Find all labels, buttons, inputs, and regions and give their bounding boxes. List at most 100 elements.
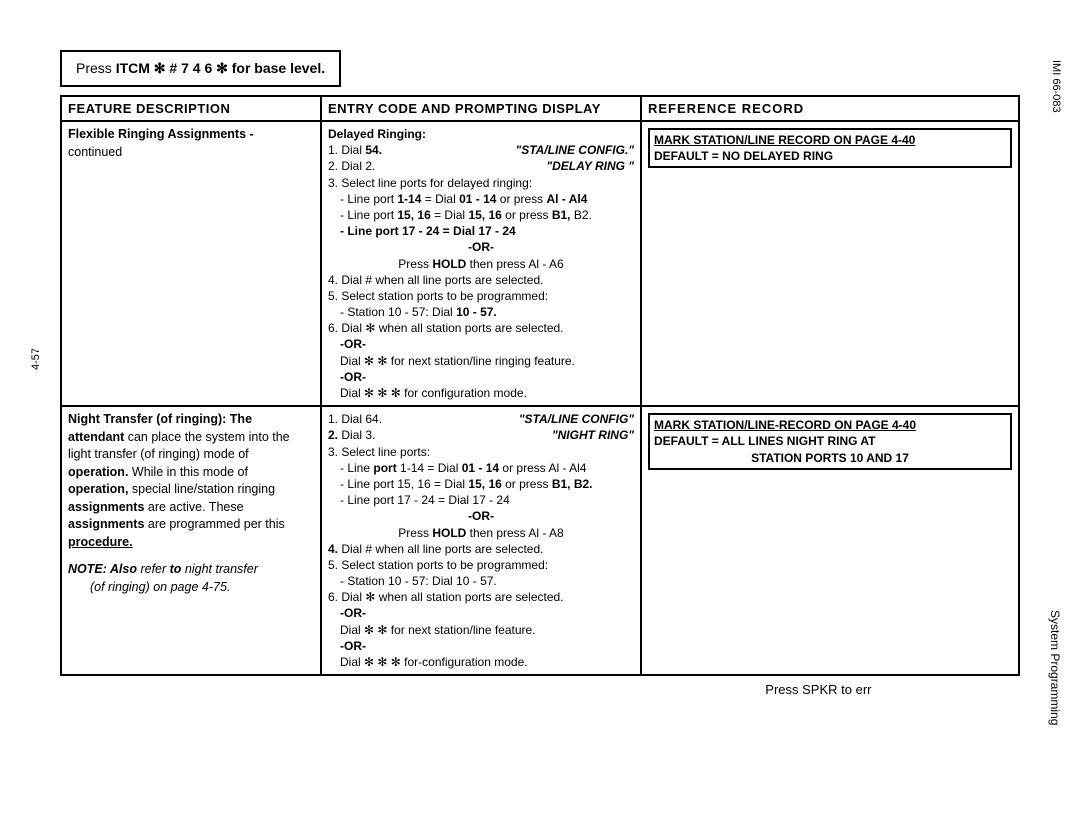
r1s5a-b: 10 - 57. — [456, 305, 497, 319]
r1s5a-pre: - Station 10 - 57: Dial — [340, 305, 456, 319]
r2s6: 6. Dial ✻ when all station ports are sel… — [328, 589, 634, 605]
r2s8: Dial ✻ ✻ ✻ for-configuration mode. — [328, 654, 634, 670]
r2s3c: - Line port 17 - 24 = Dial 17 - 24 — [328, 492, 634, 508]
r1s2r: "DELAY RING " — [546, 158, 634, 174]
r1s3a-b3: Al - Al4 — [546, 192, 587, 206]
r1s8: Dial ✻ ✻ ✻ for configuration mode. — [328, 385, 634, 401]
r1s6: 6. Dial ✻ when all station ports are sel… — [328, 320, 634, 336]
r2s4t: Dial # when all line ports are selected. — [338, 542, 543, 556]
ref2-def2: STATION PORTS 10 AND 17 — [654, 450, 1006, 466]
r1s3b-b1: 15, 16 — [397, 208, 430, 222]
hdr-feature: FEATURE DESCRIPTION — [61, 96, 321, 121]
base-itcm: ITCM — [116, 60, 150, 76]
r1s3b-post: or press — [502, 208, 552, 222]
r2note-t2: night transfer — [181, 562, 257, 576]
r2s3a-pre: - Line — [340, 461, 373, 475]
ref-cell-1: MARK STATION/LINE RECORD ON PAGE 4-40 DE… — [641, 121, 1019, 406]
r1or2: -OR- — [328, 336, 634, 352]
r1s3b-b2: 15, 16 — [468, 208, 501, 222]
r2f1a: Night Transfer (of ringing): The — [68, 412, 252, 426]
r2f3a: operation. — [68, 465, 128, 479]
r2f3b: While in this mode of — [128, 465, 248, 479]
r2s2r: "NIGHT RING" — [552, 427, 634, 443]
r2s3a-post: or press Al - Al4 — [499, 461, 586, 475]
r2s3b-post: or press — [502, 477, 552, 491]
base-prefix: Press — [76, 60, 116, 76]
r1s3a-pre: - Line port — [340, 192, 397, 206]
feature-table: FEATURE DESCRIPTION ENTRY CODE AND PROMP… — [60, 95, 1020, 676]
r2hold-post: then press Al - A8 — [466, 526, 563, 540]
r1s1r: "STA/LINE CONFIG." — [516, 142, 635, 158]
r2hold-b: HOLD — [432, 526, 466, 540]
r2s3a-b1: 01 - 14 — [462, 461, 499, 475]
r2or1: -OR- — [328, 508, 634, 524]
r2s1l: 1. Dial 64. — [328, 411, 382, 427]
r1s1b: 54. — [362, 143, 382, 157]
r1s3: 3. Select line ports for delayed ringing… — [328, 175, 634, 191]
r2s3a-b0: port — [373, 461, 396, 475]
entry-cell-2: 1. Dial 64. "STA/LINE CONFIG" 2. Dial 3.… — [321, 406, 641, 675]
entry-cell-1: Delayed Ringing: 1. Dial 54. "STA/LINE C… — [321, 121, 641, 406]
r2s2l: Dial 3. — [341, 428, 375, 442]
r2s5: 5. Select station ports to be programmed… — [328, 557, 634, 573]
r2f5b: are active. These — [144, 500, 243, 514]
r2note-b2: to — [170, 562, 182, 576]
r1hold-b: HOLD — [432, 257, 466, 271]
r1hold-post: then press Al - A6 — [466, 257, 563, 271]
r1s5: 5. Select station ports to be programmed… — [328, 288, 634, 304]
r2s3b-b2: B1, B2. — [552, 477, 593, 491]
r2f4b: special line/station ringing — [128, 482, 275, 496]
r1s4: 4. Dial # when all line ports are select… — [328, 272, 634, 288]
r1or3: -OR- — [328, 369, 634, 385]
r1or1: -OR- — [328, 239, 634, 255]
page-number-left: 4-57 — [30, 348, 42, 370]
delayed-ringing-title: Delayed Ringing: — [328, 126, 634, 142]
r2s5a: - Station 10 - 57: Dial 10 - 57. — [328, 573, 634, 589]
section-title-right: System Programming — [1048, 610, 1062, 725]
hdr-reference: REFERENCE RECORD — [641, 96, 1019, 121]
r2note-t1: refer — [137, 562, 170, 576]
r2f6a: assignments — [68, 517, 144, 531]
base-seq: ✻ # 7 4 6 ✻ for base level. — [150, 60, 325, 76]
r2f1b: attendant — [68, 430, 124, 444]
r1s3a-b2: 01 - 14 — [459, 192, 496, 206]
r2note-b1: NOTE: Also — [68, 562, 137, 576]
r2or2: -OR- — [328, 605, 634, 621]
doc-id-right: IMI 66-083 — [1050, 60, 1062, 113]
r1s7: Dial ✻ ✻ for next station/line ringing f… — [328, 353, 634, 369]
page-content: Press ITCM ✻ # 7 4 6 ✻ for base level. F… — [60, 50, 1020, 676]
r2f6b: are programmed per this — [144, 517, 284, 531]
footer-text: Press SPKR to err — [617, 682, 1020, 697]
r2hold-pre: Press — [398, 526, 432, 540]
ref1-mark: MARK STATION/LINE RECORD ON PAGE 4-40 — [654, 132, 1006, 148]
r1s1l: 1. Dial — [328, 143, 362, 157]
r1s3a-post: or press — [496, 192, 546, 206]
r1s3b-mid: = Dial — [431, 208, 469, 222]
r2note-l2: (of ringing) on page 4-75. — [68, 579, 314, 597]
ref-cell-2: MARK STATION/LINE-RECORD ON PAGE 4-40 DE… — [641, 406, 1019, 675]
r2s1r: "STA/LINE CONFIG" — [519, 411, 634, 427]
r1s3a-b1: 1-14 — [397, 192, 421, 206]
row-night-transfer: Night Transfer (of ringing): The attenda… — [61, 406, 1019, 675]
r2f5a: assignments — [68, 500, 144, 514]
r2s3: 3. Select line ports: — [328, 444, 634, 460]
r1s3b-pre: - Line port — [340, 208, 397, 222]
ref-box-2: MARK STATION/LINE-RECORD ON PAGE 4-40 DE… — [648, 413, 1012, 470]
hdr-entry: ENTRY CODE AND PROMPTING DISPLAY — [321, 96, 641, 121]
ref2-mark: MARK STATION/LINE-RECORD ON PAGE 4-40 — [654, 417, 1006, 433]
header-row: FEATURE DESCRIPTION ENTRY CODE AND PROMP… — [61, 96, 1019, 121]
r1s2l: 2. Dial 2. — [328, 158, 375, 174]
r2s3b-b1: 15, 16 — [468, 477, 501, 491]
ref1-def: DEFAULT = NO DELAYED RING — [654, 148, 1006, 164]
r2f7: procedure. — [68, 534, 314, 552]
r1s3c: - Line port 17 - 24 = Dial 17 - 24 — [328, 223, 634, 239]
r2f4a: operation, — [68, 482, 128, 496]
r1s3a-mid: = Dial — [421, 192, 459, 206]
r2s4b: 4. — [328, 542, 338, 556]
flexible-rest: Ringing Assignments - — [115, 127, 254, 141]
r2s3b-pre: - Line port 15, 16 = Dial — [340, 477, 468, 491]
r1s3b-b3: B1, — [552, 208, 571, 222]
r1s3b-tail: B2. — [571, 208, 592, 222]
continued-label: continued — [68, 144, 314, 162]
row-delayed-ringing: Flexible Ringing Assignments - continued… — [61, 121, 1019, 406]
